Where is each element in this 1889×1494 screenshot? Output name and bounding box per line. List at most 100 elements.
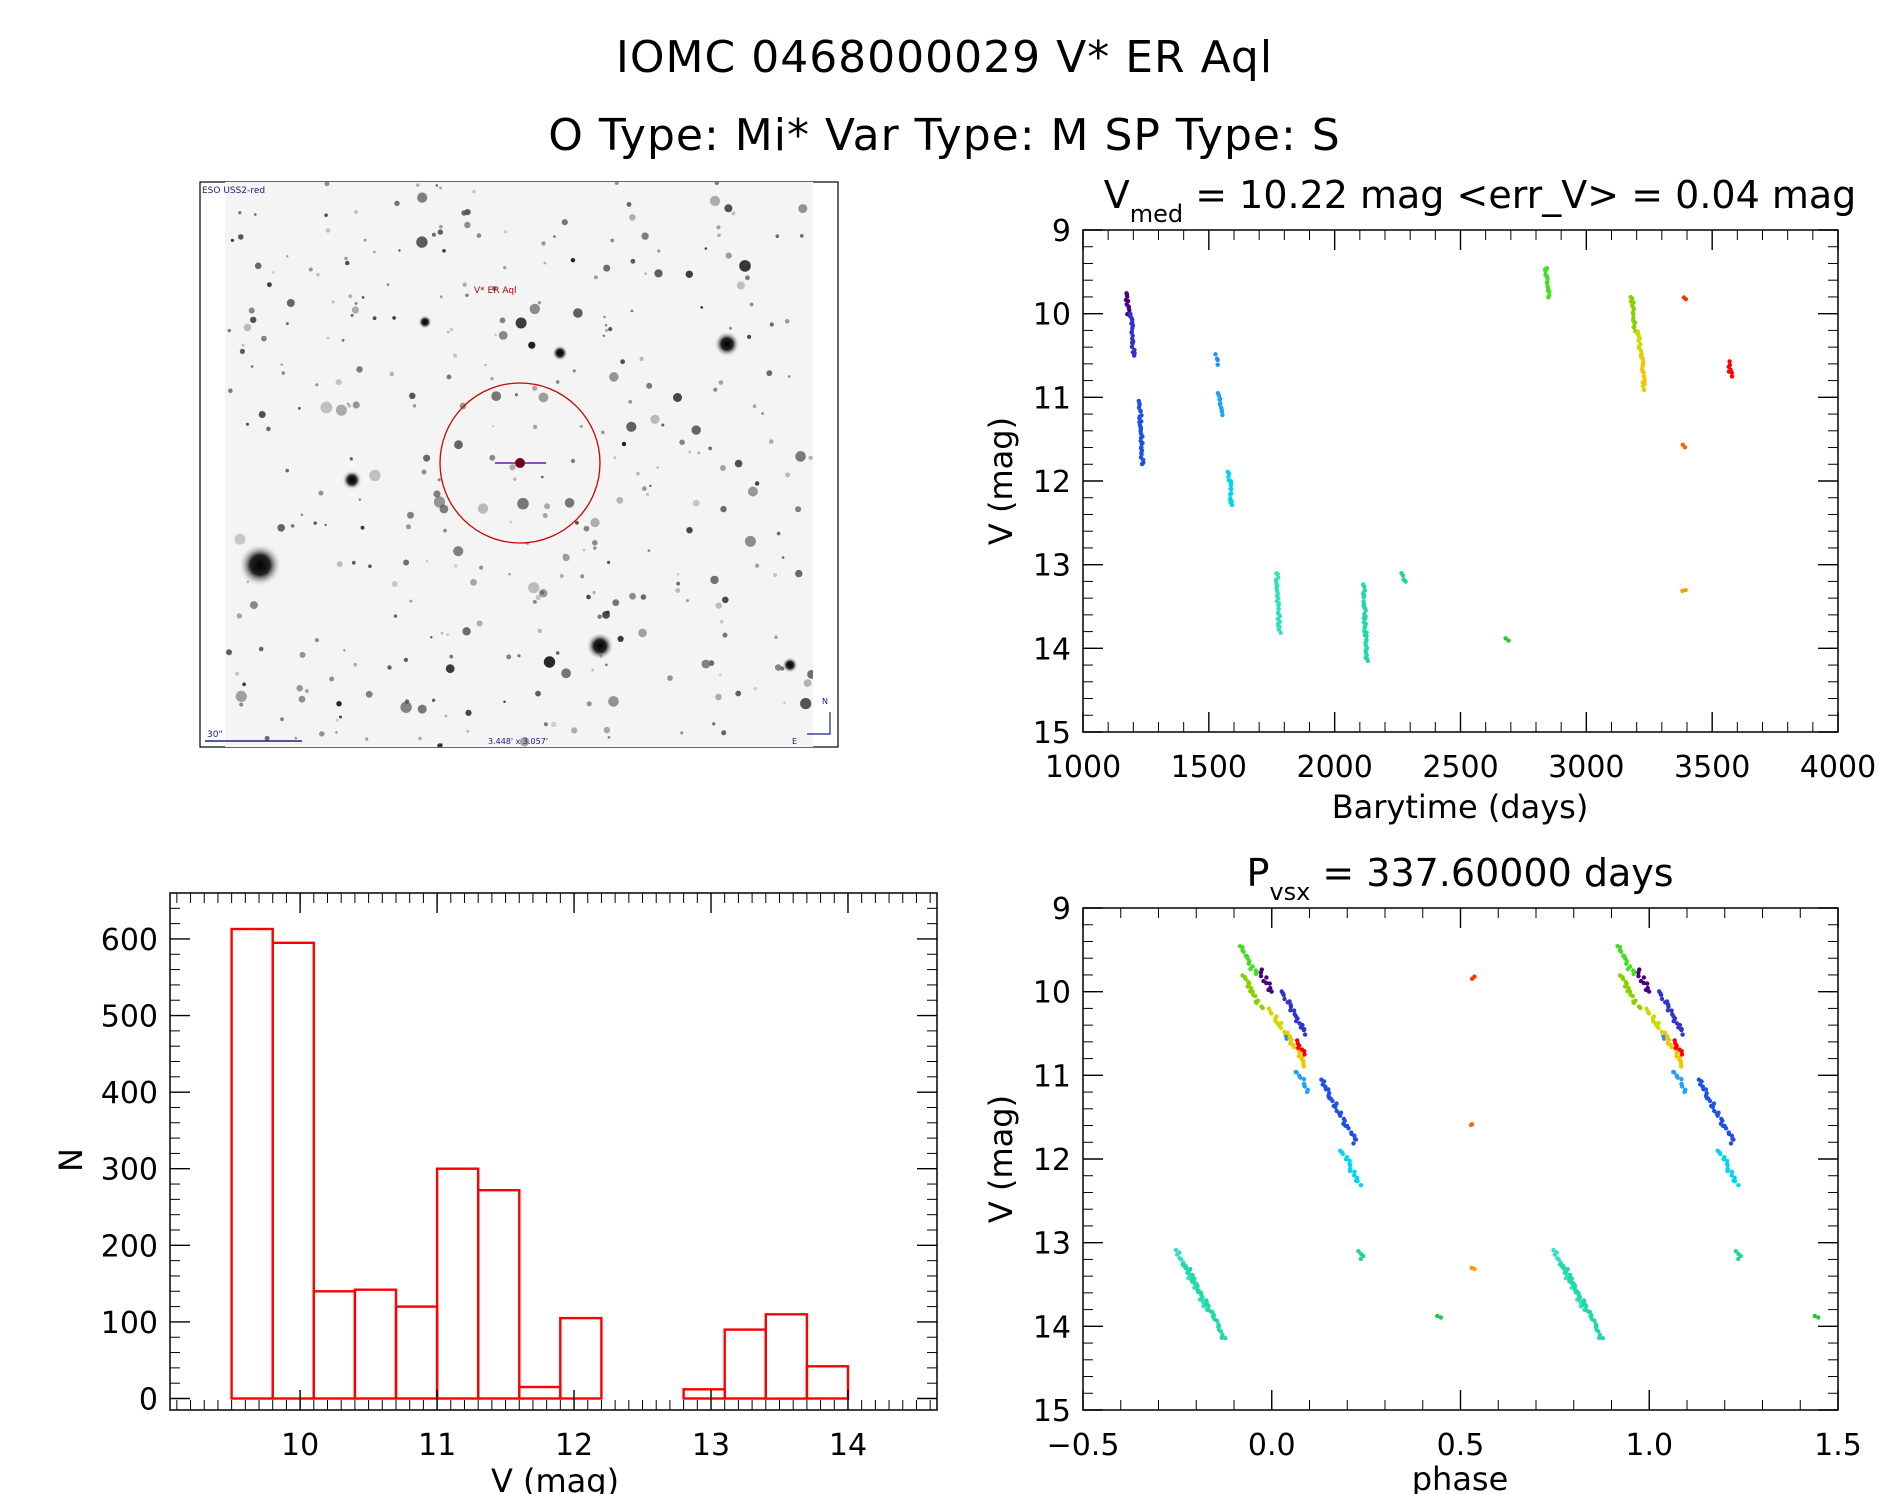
star xyxy=(345,260,350,266)
star xyxy=(280,363,284,367)
phased-curve-point xyxy=(1298,1025,1304,1030)
star xyxy=(675,588,681,593)
light-curve-point xyxy=(1546,295,1551,300)
star xyxy=(445,664,455,674)
star xyxy=(335,379,342,386)
star xyxy=(692,499,700,507)
histogram-panel: 0 100 200 300 400 500 600 10 11 12 13 14 V (mag) N xyxy=(52,892,938,1494)
star xyxy=(795,569,803,578)
phased-curve-point xyxy=(1738,1253,1743,1259)
histogram-y-label: N xyxy=(52,1148,90,1172)
star xyxy=(808,455,813,460)
star xyxy=(704,247,708,250)
phased-curve-point xyxy=(1264,975,1269,980)
phased-curve-point xyxy=(1731,1137,1736,1142)
star xyxy=(449,654,454,659)
phased-curve-point xyxy=(1304,1089,1310,1095)
star xyxy=(316,272,320,277)
phased-curve-point xyxy=(1725,1168,1730,1174)
star xyxy=(319,731,325,737)
light-curve-point xyxy=(1139,441,1144,446)
phased-curve-point xyxy=(1352,1173,1357,1178)
star xyxy=(715,693,722,701)
star xyxy=(509,520,512,524)
phased-curve-panel: Pvsx = 337.60000 days 9 10 11 12 13 14 15 −0.5… xyxy=(982,851,1862,1494)
star xyxy=(373,250,376,254)
star xyxy=(226,649,232,656)
chart-title-line1: IOMC 0468000029 V* ER Aql xyxy=(615,32,1274,83)
phased-curve-point xyxy=(1199,1295,1205,1301)
histogram-bar xyxy=(312,1290,357,1400)
star xyxy=(506,654,512,660)
star xyxy=(477,503,489,514)
star xyxy=(298,406,301,410)
star xyxy=(630,309,634,313)
star xyxy=(752,404,757,409)
star xyxy=(228,388,233,394)
star xyxy=(608,327,613,332)
star xyxy=(324,182,330,187)
star xyxy=(394,200,400,206)
star xyxy=(439,224,443,229)
y-tick-label: 13 xyxy=(1033,1227,1071,1262)
bright-star xyxy=(418,315,432,329)
star xyxy=(592,590,596,595)
star xyxy=(335,404,347,416)
star xyxy=(264,735,270,741)
phased-curve-point xyxy=(1472,1266,1477,1272)
light-curve-point xyxy=(1226,474,1231,480)
star xyxy=(719,465,726,471)
star xyxy=(513,477,517,481)
phased-curve-point xyxy=(1816,1315,1821,1320)
star xyxy=(616,496,624,504)
star xyxy=(603,315,606,319)
star xyxy=(630,258,636,264)
y-tick-label: 9 xyxy=(1052,892,1071,927)
star xyxy=(503,700,506,703)
light-curve-point xyxy=(1636,338,1641,343)
phased-curve-point xyxy=(1556,1257,1562,1262)
survey-label: ESO USS2-red xyxy=(202,186,265,196)
star xyxy=(421,469,427,475)
star xyxy=(563,553,566,557)
light-curve-point xyxy=(1137,415,1142,421)
star xyxy=(341,338,345,342)
star xyxy=(721,730,727,736)
scale-bar-label: 30" xyxy=(207,730,223,740)
y-tick-label: 9 xyxy=(1052,214,1071,249)
star xyxy=(324,213,328,217)
star xyxy=(787,375,791,378)
light-curve-point xyxy=(1729,374,1735,379)
histogram-bar xyxy=(559,1316,603,1400)
phased-curve-point xyxy=(1334,1108,1339,1114)
phased-curve-point xyxy=(1186,1276,1191,1281)
histogram-bar xyxy=(477,1188,521,1400)
light-curve-point xyxy=(1632,321,1637,326)
phased-curve-point xyxy=(1625,966,1631,972)
star xyxy=(356,366,363,373)
star xyxy=(258,411,266,418)
star xyxy=(605,328,609,332)
star xyxy=(314,638,319,643)
star xyxy=(272,271,275,274)
star xyxy=(369,469,381,482)
phased-curve-point xyxy=(1552,1252,1558,1257)
light-curve-point xyxy=(1228,483,1234,488)
star xyxy=(440,631,444,635)
star xyxy=(407,511,414,519)
star xyxy=(650,414,660,424)
star xyxy=(784,319,790,324)
x-tick-label: 2000 xyxy=(1296,750,1372,785)
phased-curve-point xyxy=(1347,1163,1353,1168)
star xyxy=(336,701,342,707)
phased-curve-point xyxy=(1195,1283,1200,1289)
star xyxy=(412,404,417,408)
phased-curve-point xyxy=(1728,1141,1734,1146)
phased-curve-point xyxy=(1679,1027,1684,1033)
phased-curve-point xyxy=(1330,1098,1335,1104)
star xyxy=(667,675,673,681)
x-tick-label: 14 xyxy=(829,1428,867,1463)
light-curve-point xyxy=(1631,324,1636,330)
phased-curve-point xyxy=(1672,1070,1677,1075)
phased-curve-point xyxy=(1333,1104,1338,1110)
